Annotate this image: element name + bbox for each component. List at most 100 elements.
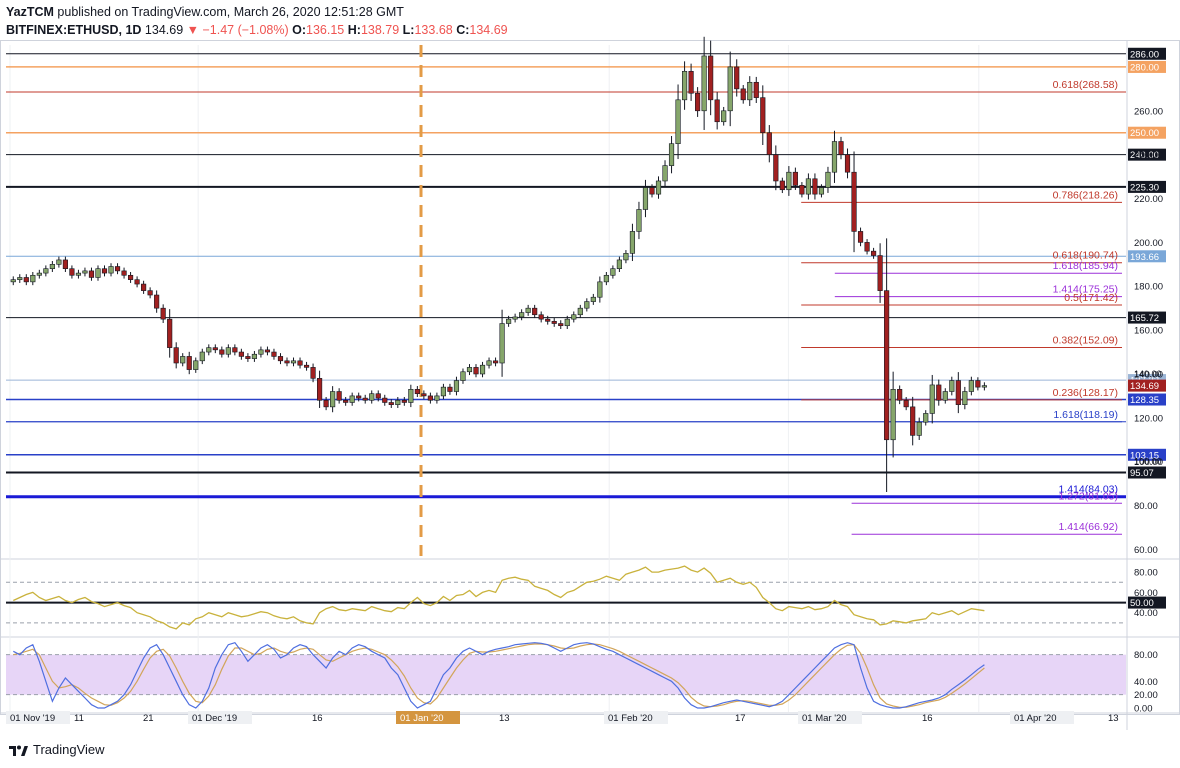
candle <box>916 417 922 440</box>
stoch-tick-label: 0.00 <box>1134 704 1153 715</box>
fib-level-label: 0.618(268.58) <box>1053 79 1118 91</box>
candle <box>395 396 401 408</box>
time-tag-box <box>6 711 70 724</box>
high-value: 138.79 <box>360 23 400 37</box>
candle-body <box>668 143 675 166</box>
candle <box>890 371 896 458</box>
axis-price-tag-label: 280.00 <box>1130 62 1159 73</box>
current-price-tag-label: 134.69 <box>1130 381 1159 392</box>
candle-body <box>629 231 636 254</box>
candle-body <box>642 187 649 210</box>
candle-body <box>238 351 244 357</box>
candle-body <box>923 413 929 423</box>
candle-body <box>10 279 16 283</box>
candle-body <box>330 391 336 408</box>
candle-body <box>310 367 316 379</box>
candle <box>577 304 583 319</box>
stoch-k-line <box>13 642 985 709</box>
candle-body <box>519 312 525 318</box>
candle <box>127 271 134 283</box>
time-tick-label: 01 Feb '20 <box>608 713 653 724</box>
publish-line: YazTCM published on TradingView.com, Mar… <box>6 4 1176 20</box>
candle <box>936 379 942 406</box>
candle <box>603 271 609 286</box>
candle-body <box>955 380 961 405</box>
time-tick-label: 01 Nov '19 <box>10 713 55 724</box>
price-change: ▼ −1.47 (−1.08%) <box>186 23 289 37</box>
candle-body <box>747 81 753 101</box>
candle <box>721 106 727 126</box>
candle <box>545 315 551 325</box>
candle-body <box>427 395 433 401</box>
candle <box>766 125 772 163</box>
candle <box>538 311 544 323</box>
candle <box>734 59 740 97</box>
candle <box>219 346 225 358</box>
stoch-d-line <box>13 643 985 708</box>
candle <box>108 263 114 277</box>
candle-body <box>193 360 199 370</box>
candle-body <box>401 399 407 403</box>
fib-level-label: 1.618(118.19) <box>1053 409 1118 421</box>
candle <box>695 87 701 117</box>
candle <box>349 392 355 406</box>
candle <box>75 269 82 279</box>
candle <box>499 309 505 377</box>
candle-body <box>56 259 62 265</box>
candle-body <box>844 154 851 173</box>
candle-body <box>232 347 238 353</box>
price-tick-label: 80.00 <box>1134 501 1158 512</box>
tradingview-brand[interactable]: TradingView <box>33 742 105 757</box>
candle-body <box>82 270 88 274</box>
time-tick-label: 21 <box>143 713 154 724</box>
candle <box>662 160 668 187</box>
candle-body <box>512 316 518 320</box>
candle-body <box>773 154 779 182</box>
axis-price-tag-label: 103.15 <box>1130 450 1159 461</box>
candle <box>532 304 538 319</box>
candle-body <box>127 274 134 280</box>
candle-body <box>95 268 101 278</box>
candle <box>701 36 707 130</box>
price-tick-label: 140.00 <box>1134 369 1162 379</box>
candle-body <box>212 347 218 351</box>
time-tick-label: 16 <box>922 713 933 724</box>
candle <box>629 223 636 262</box>
fib-level-label: 1.414(66.92) <box>1058 521 1118 533</box>
candle <box>271 348 277 360</box>
candle-body <box>708 55 714 101</box>
time-tick-label: 11 <box>74 713 84 724</box>
time-tick-label: 13 <box>499 713 510 724</box>
candle <box>597 276 603 303</box>
price-tick-label: 260.00 <box>1134 106 1163 117</box>
candle <box>323 396 329 411</box>
candle <box>727 51 733 127</box>
candle-body <box>271 351 277 357</box>
axis-price-tag <box>1128 60 1166 73</box>
time-tag-box <box>798 711 862 724</box>
candle <box>30 271 36 286</box>
candle <box>62 256 68 272</box>
candle <box>56 256 62 268</box>
candle-body <box>23 277 29 283</box>
candle <box>69 265 75 279</box>
candle-body <box>30 274 36 283</box>
candle-body <box>564 318 570 327</box>
candle-body <box>975 380 981 388</box>
candle-body <box>43 268 49 274</box>
candle <box>251 350 257 362</box>
candle <box>238 348 244 360</box>
symbol-line: BITFINEX:ETHUSD, 1D 134.69 ▼ −1.47 (−1.0… <box>6 22 1176 38</box>
price-tick-label: 200.00 <box>1134 238 1163 249</box>
author-name[interactable]: YazTCM <box>6 5 54 19</box>
fib-level-label: 0.382(152.09) <box>1053 334 1118 346</box>
candle-body <box>688 71 694 94</box>
axis-price-tag <box>1128 180 1166 193</box>
axis-price-tag <box>1128 448 1166 461</box>
candle <box>649 184 655 198</box>
candle-body <box>486 360 492 366</box>
candle-body <box>734 66 740 90</box>
candle-body <box>929 384 935 414</box>
candle <box>212 344 218 354</box>
